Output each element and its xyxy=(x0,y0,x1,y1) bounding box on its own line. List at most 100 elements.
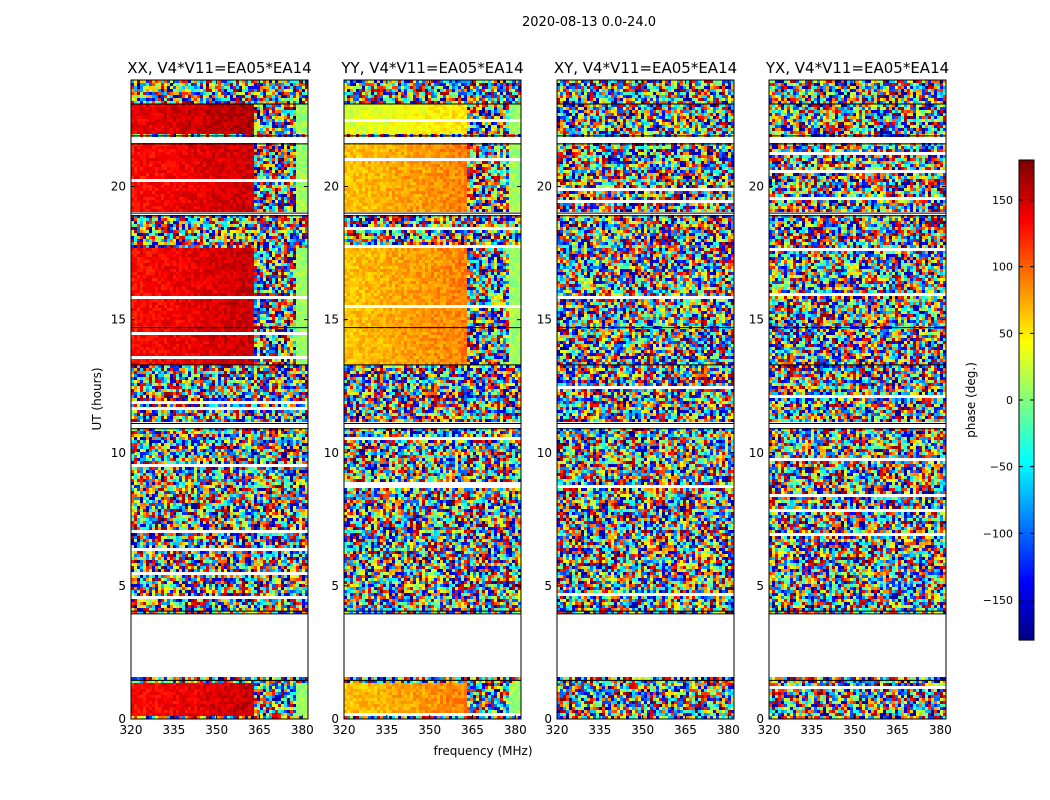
colorbar-segment xyxy=(1019,388,1034,393)
x-tick-label: 335 xyxy=(375,723,398,737)
colorbar-segment xyxy=(1019,224,1034,229)
colorbar-segment xyxy=(1019,168,1034,173)
colorbar-segment xyxy=(1019,600,1034,605)
colorbar-segment xyxy=(1019,568,1034,573)
x-tick-label: 380 xyxy=(291,723,314,737)
colorbar-segment xyxy=(1019,240,1034,245)
colorbar-segment xyxy=(1019,184,1034,189)
x-tick-label: 335 xyxy=(588,723,611,737)
x-tick-label: 335 xyxy=(800,723,823,737)
panel-heatmap xyxy=(557,80,734,719)
y-tick-label: 5 xyxy=(544,579,552,593)
x-tick-label: 365 xyxy=(248,723,271,737)
colorbar: 150 100 50 0 −50 −100 −150 xyxy=(983,159,1035,641)
colorbar-segment xyxy=(1019,260,1034,265)
colorbar-segment xyxy=(1019,416,1034,421)
panel-title: XY, V4*V11=EA05*EA14 xyxy=(554,59,737,77)
panel-1: YY, V4*V11=EA05*EA14 320 335 350 365 380 0 5 10 1… xyxy=(324,59,527,737)
colorbar-segment xyxy=(1019,180,1034,185)
colorbar-segment xyxy=(1019,604,1034,609)
colorbar-segment xyxy=(1019,292,1034,297)
colorbar-segment xyxy=(1019,396,1034,401)
colorbar-segment xyxy=(1019,528,1034,533)
colorbar-segment xyxy=(1019,284,1034,289)
colorbar-segment xyxy=(1019,196,1034,201)
x-tick-label: 365 xyxy=(886,723,909,737)
x-tick-label: 350 xyxy=(631,723,654,737)
x-tick-label: 350 xyxy=(843,723,866,737)
colorbar-segment xyxy=(1019,632,1034,637)
colorbar-segment xyxy=(1019,480,1034,485)
colorbar-tick-label: −100 xyxy=(983,527,1013,540)
colorbar-segment xyxy=(1019,236,1034,241)
y-tick-label: 5 xyxy=(331,579,339,593)
colorbar-segment xyxy=(1019,248,1034,253)
colorbar-segment xyxy=(1019,324,1034,329)
colorbar-segment xyxy=(1019,580,1034,585)
y-tick-label: 20 xyxy=(111,180,126,194)
colorbar-segment xyxy=(1019,340,1034,345)
panel-frame xyxy=(768,79,947,720)
colorbar-segment xyxy=(1019,428,1034,433)
colorbar-segment xyxy=(1019,372,1034,377)
colorbar-segment xyxy=(1019,392,1034,397)
colorbar-segment xyxy=(1019,208,1034,213)
x-tick-label: 320 xyxy=(546,723,569,737)
colorbar-segment xyxy=(1019,544,1034,549)
panel-title: YY, V4*V11=EA05*EA14 xyxy=(340,59,523,77)
y-tick-label: 15 xyxy=(324,313,339,327)
panel-title: YX, V4*V11=EA05*EA14 xyxy=(765,59,949,77)
x-tick-label: 335 xyxy=(162,723,185,737)
panel-frame xyxy=(343,79,522,720)
colorbar-segment xyxy=(1019,384,1034,389)
colorbar-segment xyxy=(1019,540,1034,545)
x-tick-label: 380 xyxy=(717,723,740,737)
colorbar-segment xyxy=(1019,424,1034,429)
colorbar-segment xyxy=(1019,256,1034,261)
colorbar-segment xyxy=(1019,296,1034,301)
y-tick-label: 20 xyxy=(749,180,764,194)
colorbar-segment xyxy=(1019,332,1034,337)
y-tick-label: 0 xyxy=(118,712,126,726)
colorbar-segment xyxy=(1019,492,1034,497)
y-tick-label: 0 xyxy=(331,712,339,726)
y-tick-label: 0 xyxy=(544,712,552,726)
colorbar-segment xyxy=(1019,376,1034,381)
colorbar-segment xyxy=(1019,452,1034,457)
colorbar-segment xyxy=(1019,440,1034,445)
colorbar-segment xyxy=(1019,612,1034,617)
colorbar-segment xyxy=(1019,352,1034,357)
colorbar-segment xyxy=(1019,620,1034,625)
colorbar-segment xyxy=(1019,548,1034,553)
panel-frame xyxy=(130,79,309,720)
colorbar-segment xyxy=(1019,160,1034,165)
colorbar-segment xyxy=(1019,344,1034,349)
colorbar-segment xyxy=(1019,584,1034,589)
colorbar-segment xyxy=(1019,304,1034,309)
colorbar-segment xyxy=(1019,524,1034,529)
colorbar-segment xyxy=(1019,460,1034,465)
colorbar-segment xyxy=(1019,192,1034,197)
colorbar-segment xyxy=(1019,188,1034,193)
colorbar-segment xyxy=(1019,464,1034,469)
colorbar-segment xyxy=(1019,512,1034,517)
colorbar-segment xyxy=(1019,252,1034,257)
colorbar-segment xyxy=(1019,228,1034,233)
colorbar-segment xyxy=(1019,200,1034,205)
x-tick-label: 320 xyxy=(120,723,143,737)
colorbar-segment xyxy=(1019,220,1034,225)
colorbar-segment xyxy=(1019,312,1034,317)
colorbar-segment xyxy=(1019,636,1034,641)
y-tick-label: 15 xyxy=(537,313,552,327)
colorbar-segment xyxy=(1019,420,1034,425)
colorbar-segment xyxy=(1019,400,1034,405)
colorbar-segment xyxy=(1019,488,1034,493)
colorbar-segment xyxy=(1019,360,1034,365)
colorbar-segment xyxy=(1019,456,1034,461)
y-tick-label: 0 xyxy=(756,712,764,726)
colorbar-segment xyxy=(1019,536,1034,541)
panel-frame xyxy=(556,79,735,720)
x-tick-label: 350 xyxy=(418,723,441,737)
colorbar-segment xyxy=(1019,520,1034,525)
colorbar-segment xyxy=(1019,280,1034,285)
